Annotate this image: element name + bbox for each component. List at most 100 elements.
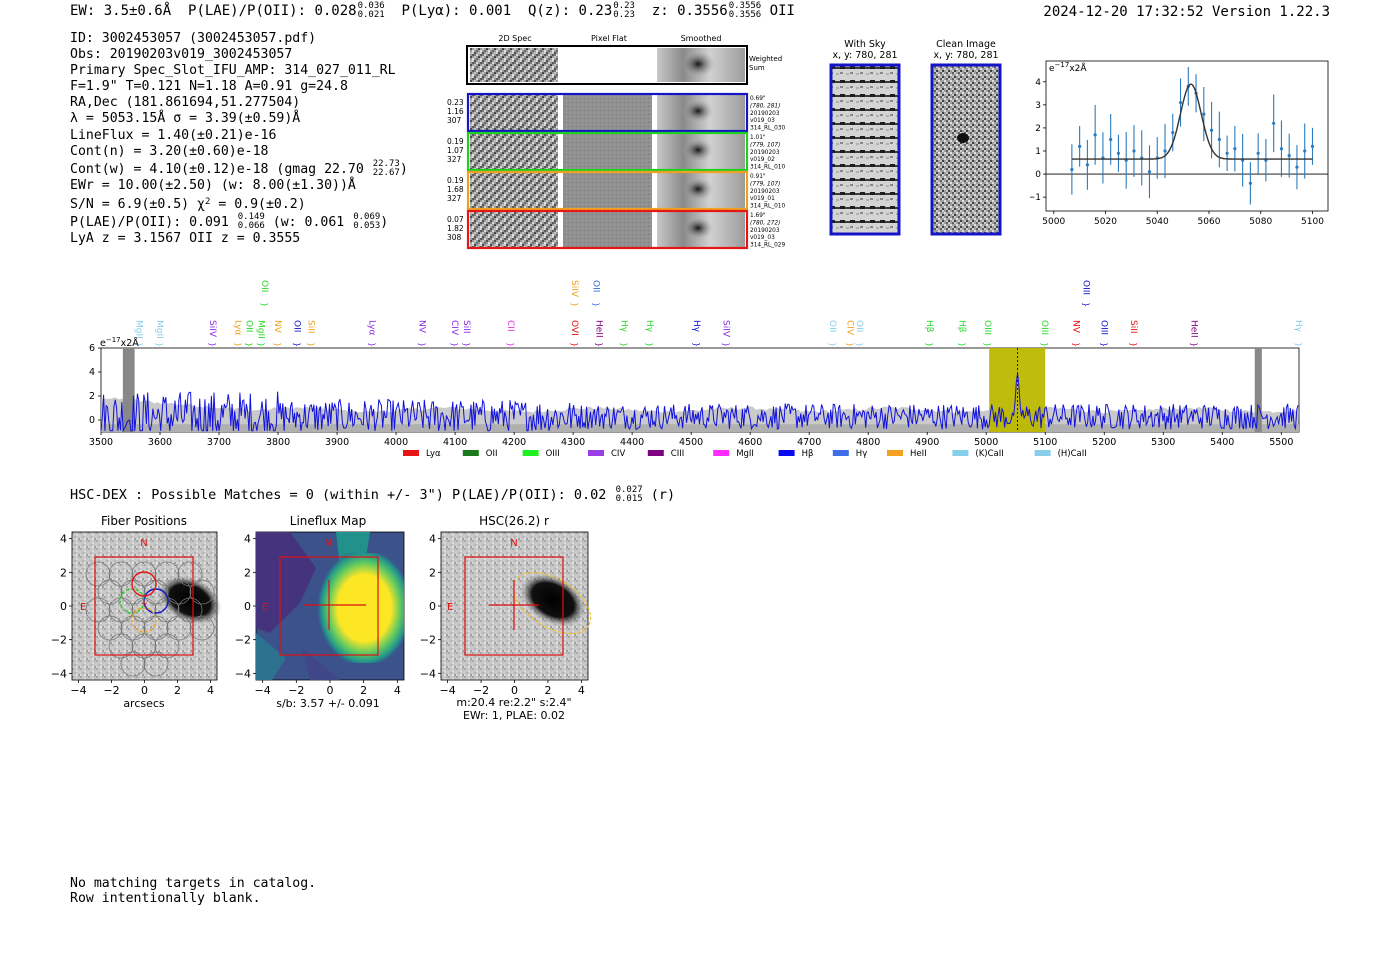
zoom-data-point <box>1225 151 1229 155</box>
spectrum-x-tick: 3700 <box>207 437 231 448</box>
spectrum-y-tick: 2 <box>89 391 95 402</box>
spectrum-line-label: Lyα} <box>366 320 376 347</box>
panel-x-tick: 0 <box>141 684 148 697</box>
svg-text:}: } <box>257 342 266 347</box>
sky-images-figure: With Sky x, y: 780, 281 Clean Image x, y… <box>829 39 1002 236</box>
svg-text:OII: OII <box>259 280 269 292</box>
zoom-data-point <box>1078 144 1082 148</box>
fiber-circle <box>166 579 192 605</box>
full-spectrum-chart: OII}SiIV}OII}OIII}MgII}MgII}SiIV}Lyα}OII… <box>89 280 1303 459</box>
zoom-data-point <box>1233 147 1237 151</box>
footer-notes: No matching targets in catalog. Row inte… <box>70 876 316 906</box>
panel-x-tick: −4 <box>440 684 456 697</box>
spectrum-line-label: OII} <box>292 320 302 347</box>
fiber-circle <box>189 579 215 605</box>
info-cont-n: Cont(n) = 3.20(±0.60)e-18 <box>70 143 269 159</box>
fiber-circle <box>108 633 134 659</box>
spectrum-x-tick: 4500 <box>679 437 703 448</box>
header-plya: P(Lyα): 0.001 <box>401 3 512 19</box>
zoom-data-point <box>1248 181 1252 185</box>
spectrum-x-tick: 3800 <box>266 437 290 448</box>
spectrum-legend-item: OIII <box>522 449 560 459</box>
svg-text:}: } <box>958 342 967 347</box>
spectrum-line-label: Hβ} <box>957 320 967 347</box>
svg-text:CII: CII <box>505 320 515 332</box>
svg-text:OII: OII <box>486 449 498 459</box>
fiber-row-weight: 0.07 <box>447 215 464 224</box>
svg-text:}: } <box>592 302 601 307</box>
zoom-data-point <box>1132 149 1136 153</box>
panel-x-tick: −2 <box>473 684 489 697</box>
spectrum-line-label: NV} <box>272 320 282 347</box>
fiber-row-weight: 0.19 <box>447 176 464 185</box>
spectrum-line-label: OIII} <box>1039 320 1049 347</box>
info-lambda-sigma: λ = 5053.15Å σ = 3.39(±0.59)Å <box>70 111 301 127</box>
svg-text:}: } <box>1082 302 1091 307</box>
col-2d-spec-label: 2D Spec <box>498 34 531 43</box>
hsc-north-label: N <box>510 538 517 549</box>
zoom-data-point <box>1147 170 1152 174</box>
svg-text:OII: OII <box>827 320 837 332</box>
fiber-row-detail: 314_RL_010 <box>750 204 785 210</box>
spec-unit-label: e−17x2Å <box>100 336 139 349</box>
spectrum-x-tick: 5500 <box>1269 437 1293 448</box>
weighted-sum-row: Weighted Sum <box>466 45 782 85</box>
zoom-gaussian-fit <box>1071 83 1313 160</box>
svg-text:OIII: OIII <box>1039 320 1049 335</box>
svg-text:OVI: OVI <box>569 320 579 336</box>
svg-text:Lyα: Lyα <box>233 320 243 336</box>
svg-text:NV: NV <box>417 320 427 334</box>
svg-text:NV: NV <box>1071 320 1081 334</box>
fiber-row-count: 308 <box>447 233 462 242</box>
panel-y-tick: 0 <box>60 600 67 613</box>
spectrum-line-label: OII} <box>854 320 864 347</box>
panel-x-tick: −2 <box>103 684 119 697</box>
panel-y-tick: −4 <box>235 667 251 680</box>
svg-text:}: } <box>1129 342 1138 347</box>
spectrum-legend-item: Lyα <box>403 449 441 459</box>
svg-text:}: } <box>845 342 854 347</box>
svg-text:SiII: SiII <box>461 320 471 334</box>
fiber-circle <box>85 597 111 623</box>
spectrum-line-label: NV} <box>1071 320 1081 347</box>
spectrum-line-label: OVI} <box>569 320 579 347</box>
fiber-row-detail: 314_RL_010 <box>750 165 785 171</box>
fiber-row-detail: v019_01 <box>750 196 775 202</box>
svg-text:}: } <box>645 342 654 347</box>
fiber-row-detail: 20190203 <box>750 150 780 156</box>
spectrum-flux-line <box>100 373 1299 433</box>
fiber-row-value: 1.82 <box>447 224 464 233</box>
zoom-x-tick: 5000 <box>1042 217 1065 227</box>
spectrum-x-tick: 4200 <box>502 437 526 448</box>
fiber-2d-cutout <box>470 134 558 169</box>
header-qz-errors: 0.23 0.23 <box>613 1 635 20</box>
svg-text:}: } <box>1040 342 1049 347</box>
panel-y-tick: −4 <box>420 667 436 680</box>
panel-y-tick: 2 <box>60 566 67 579</box>
fiber-circle <box>177 561 203 587</box>
spectrum-x-tick: 4100 <box>443 437 467 448</box>
fiber-circle <box>143 651 169 677</box>
zoom-x-tick: 5080 <box>1249 217 1272 227</box>
svg-text:}: } <box>595 342 604 347</box>
with-sky-coords: x, y: 780, 281 <box>832 50 897 61</box>
svg-text:}: } <box>307 342 316 347</box>
spectrum-x-tick: 4000 <box>384 437 408 448</box>
zoom-data-point <box>1202 112 1206 116</box>
zoom-data-point <box>1116 151 1121 155</box>
info-params: F=1.9" T=0.121 N=1.18 A=0.91 g=24.8 <box>70 79 348 95</box>
zoom-x-tick: 5060 <box>1198 217 1221 227</box>
lineflux-title: Lineflux Map <box>290 514 366 528</box>
zoom-unit-label: e−17x2Å <box>1049 61 1087 74</box>
panel-x-tick: −4 <box>255 684 271 697</box>
fiber-north-label: N <box>140 538 147 549</box>
spectrum-baseline-band <box>101 424 1299 432</box>
highlight-fiber-circle <box>131 571 157 597</box>
spectrum-line-label: MgII} <box>154 320 164 347</box>
spectrum-line-label: SiIV} <box>207 320 217 347</box>
fiber-row-detail: v019_02 <box>750 157 775 163</box>
fiber-circle <box>177 597 203 623</box>
svg-text:}: } <box>450 342 459 347</box>
